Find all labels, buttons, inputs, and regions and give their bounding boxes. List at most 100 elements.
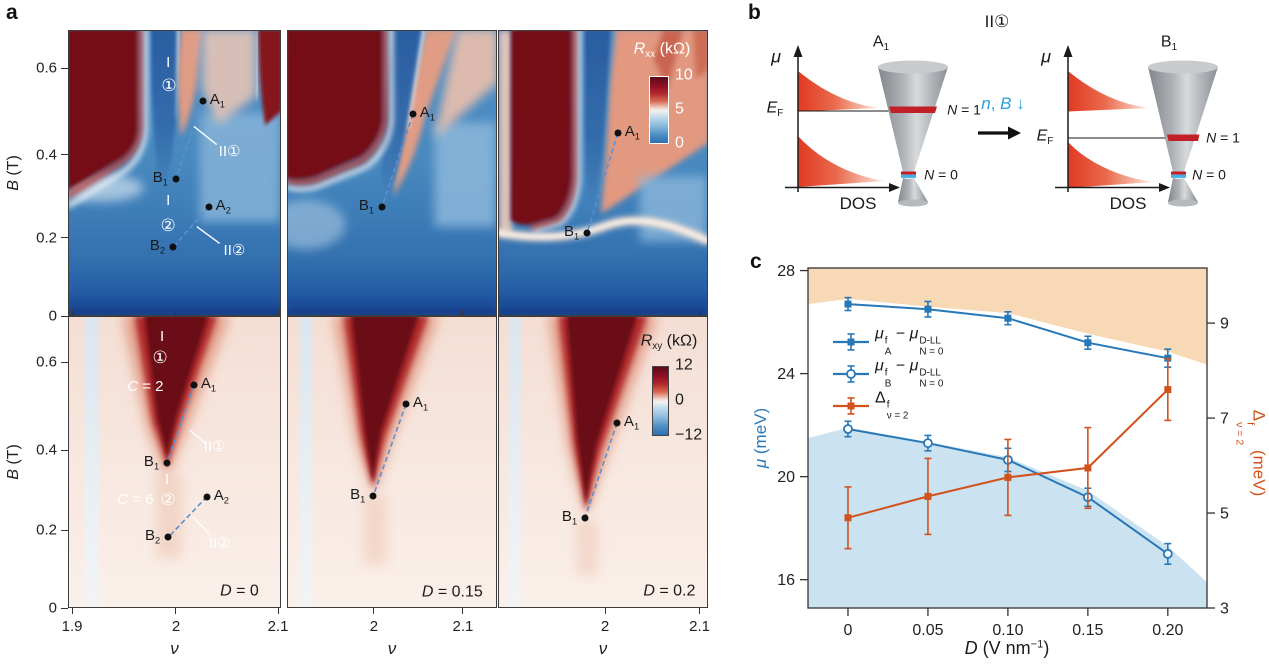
point-label: A2 [215, 196, 231, 216]
axes-left [785, 54, 891, 192]
shade-orange-region [808, 268, 1207, 365]
marked-point [190, 381, 198, 389]
x-tick-label: 2.1 [452, 618, 474, 635]
y-tick-label: 0 [48, 307, 57, 325]
point-label: B1 [561, 507, 578, 526]
series-marker-square [844, 514, 852, 522]
point-label: B2 [149, 237, 166, 256]
annotations-bl: A1 B1 A2 B2 I ① C = 2 II① I ② C = 6 II② D = 0 [69, 317, 280, 607]
panel-b-text: A1 [872, 33, 890, 54]
point-label: B1 [143, 452, 160, 472]
transition-dashed-line [372, 404, 407, 496]
series-marker-square [1004, 314, 1012, 322]
x-tick-mark-top [699, 310, 701, 315]
x-tick-mark-top [71, 310, 73, 315]
point-label: A1 [623, 413, 640, 432]
y-tick-label: 0.6 [36, 59, 57, 77]
y-tick-label: 0.2 [36, 229, 57, 247]
panel-b-text: EF [766, 99, 784, 120]
x-tick-mark [604, 608, 606, 614]
panel-c-label: c [750, 250, 762, 273]
marked-point [583, 229, 591, 237]
x-tick-label: 0.15 [1072, 622, 1103, 639]
left-tick-label: 28 [777, 263, 795, 280]
annotation-text: I [159, 328, 165, 346]
heatmap-image [288, 317, 496, 607]
marked-point [199, 97, 207, 105]
x-tick-mark-top [373, 310, 375, 315]
series-marker-square [1084, 464, 1092, 472]
y-tick-mark [61, 529, 68, 531]
transition-dashed-line [175, 100, 204, 180]
annotation-text: II② [223, 242, 246, 260]
annotations-tl: A1 B1 A2 B2 I ① II① I ② II② [69, 31, 280, 315]
annotation-text: ① [161, 75, 177, 95]
displacement-field-label: D = 0 [220, 582, 259, 600]
x-tick-mark-top [277, 310, 279, 315]
y-tick-label: 0.4 [36, 441, 57, 459]
label-leader-line [189, 429, 206, 444]
y-tick-mark [61, 607, 68, 609]
point-label: B1 [358, 196, 375, 216]
heatmap-image [288, 31, 496, 315]
panel-b-text: N = 0 [924, 166, 958, 183]
point-label: A1 [412, 394, 429, 413]
colorbar [652, 366, 669, 436]
n1-level-band [1167, 134, 1200, 141]
left-axis-label: μ (meV) [751, 407, 770, 469]
n0-level-band-red [901, 171, 916, 175]
y-tick-label: 0.2 [36, 521, 57, 539]
point-label: A1 [624, 123, 640, 142]
y-tick-label: 0.6 [36, 353, 57, 371]
annotations-br: A1 B1 12 0 −12 Rxy (kΩ) D = 0.2 [499, 317, 707, 607]
y-tick-mark [61, 315, 68, 317]
annotations-tm: A1 B1 [288, 31, 496, 315]
marked-point [369, 492, 377, 500]
panel-b: II① μ EF DOS A1 N = 1 N = 0 μ EF DOS B1 N = 1 N = 0 n… [745, 0, 1269, 240]
marked-point [164, 533, 172, 541]
label-leader-line [192, 516, 210, 535]
annotation-lines [172, 100, 221, 248]
panel-b-text: II① [984, 12, 1010, 32]
marked-point [163, 459, 171, 467]
annotation-text: II② [208, 535, 231, 553]
mu-axis-arrow-left [793, 45, 803, 57]
n1-level-band [889, 106, 937, 113]
left-tick-label: 20 [777, 469, 795, 486]
dos-lobes-right [1068, 71, 1153, 188]
band-diagram-svg [785, 45, 1218, 207]
panel-b-text: B1 [1160, 33, 1178, 54]
series-marker-square [1164, 386, 1172, 394]
x-tick-mark [71, 608, 73, 614]
x-tick-mark [175, 608, 177, 614]
heatmap-image [69, 317, 280, 607]
mu-axis-arrow-right [1063, 45, 1073, 57]
y-tick-mark [61, 237, 68, 239]
annotation-text: ② [160, 489, 176, 509]
point-label: A2 [213, 486, 229, 506]
marked-point [378, 203, 386, 211]
panel-b-text: DOS [1109, 194, 1147, 214]
series-marker-square [1004, 473, 1012, 481]
colorbar [649, 76, 669, 144]
colorbar-tick-label: 10 [675, 66, 693, 84]
series-marker-square [1084, 339, 1092, 347]
heatmap-image [69, 31, 280, 315]
x-tick-mark-top [462, 310, 464, 315]
x-tick-label: 0 [844, 622, 853, 639]
heatmap-rxy-d015: A1 B1 D = 0.15 [287, 316, 497, 608]
annotation-lines [584, 422, 618, 518]
x-tick-mark-top [604, 310, 606, 315]
y-tick-mark [61, 361, 68, 363]
annotation-text: ② [160, 215, 176, 235]
panel-b-text: N = 1 [947, 101, 981, 118]
series-marker-circle [843, 424, 853, 434]
legend-marker-square [847, 402, 855, 410]
y-tick-label: 0.4 [36, 146, 57, 164]
marked-point [169, 243, 177, 251]
annotation-lines [372, 404, 407, 496]
point-label: B1 [152, 168, 168, 188]
